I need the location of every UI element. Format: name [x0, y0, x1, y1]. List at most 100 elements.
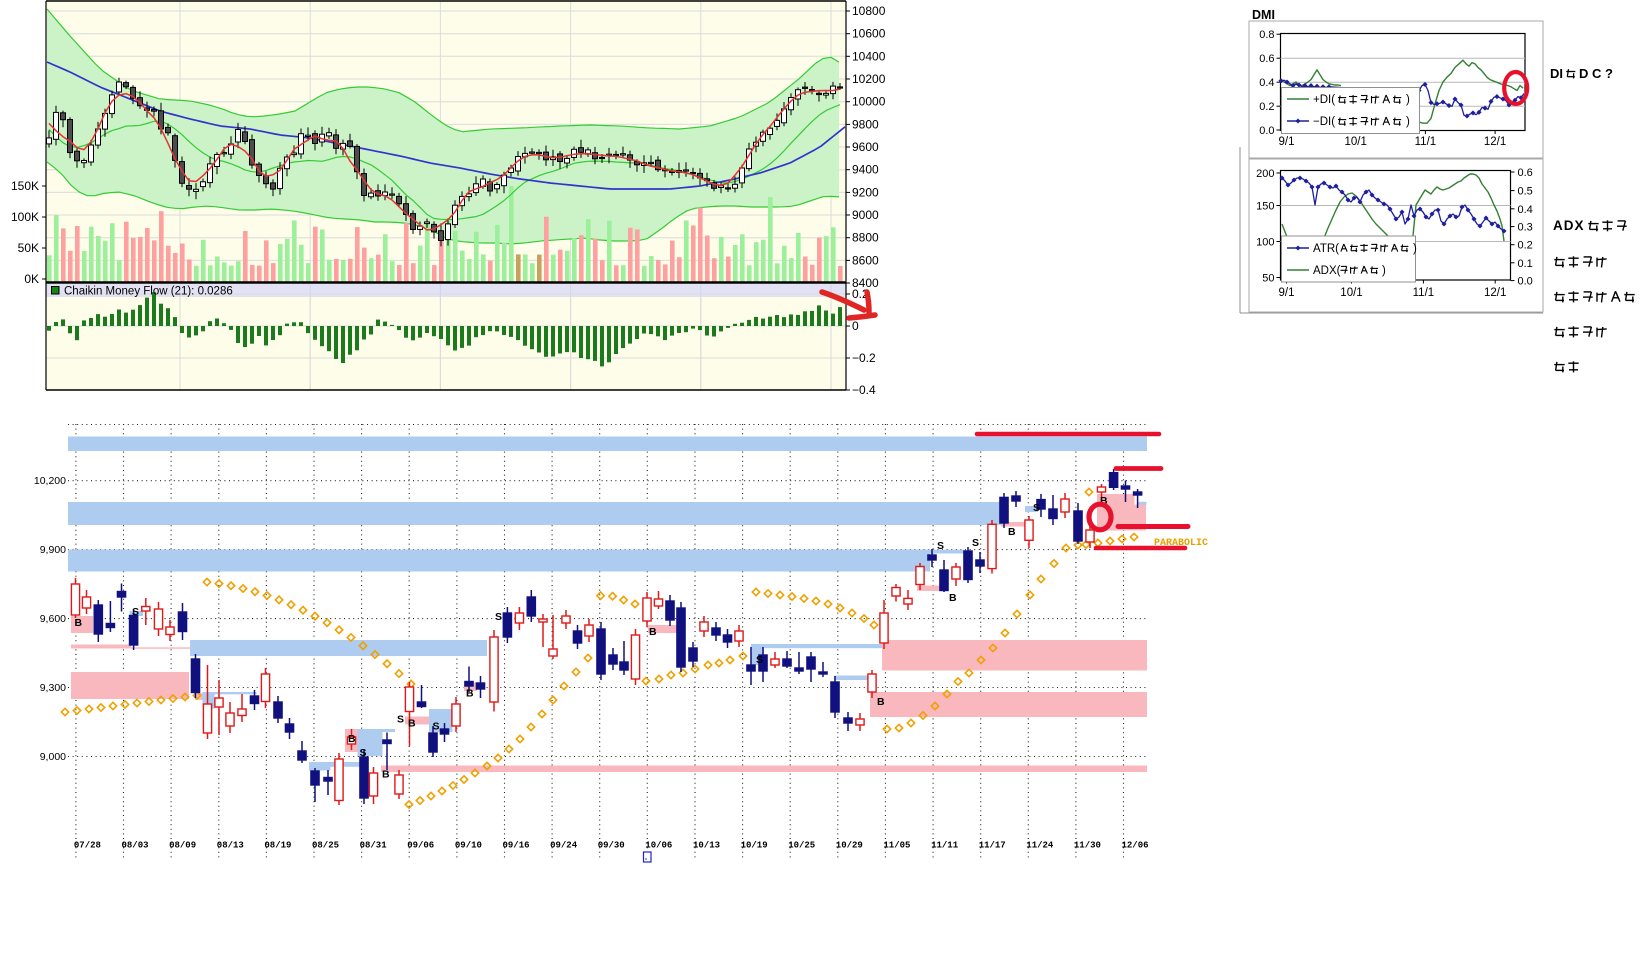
svg-text:200: 200	[1256, 168, 1274, 180]
svg-text:9/1: 9/1	[1279, 287, 1295, 299]
svg-text:9800: 9800	[852, 117, 879, 131]
svg-text:10/06: 10/06	[645, 841, 672, 851]
svg-text:50: 50	[1262, 273, 1274, 285]
svg-text:8800: 8800	[852, 231, 879, 245]
svg-text:0K: 0K	[24, 272, 39, 286]
svg-text:0.2: 0.2	[1259, 101, 1274, 113]
svg-text:B: B	[949, 592, 957, 604]
svg-text:B: B	[1100, 495, 1108, 507]
svg-text:07/28: 07/28	[74, 841, 101, 851]
svg-text:10/19: 10/19	[741, 841, 768, 851]
svg-text:B: B	[348, 733, 356, 745]
svg-text:S: S	[132, 606, 139, 618]
svg-text:11/17: 11/17	[979, 841, 1006, 851]
svg-text:08/09: 08/09	[169, 841, 196, 851]
svg-text:09/30: 09/30	[598, 841, 625, 851]
svg-text:0.4: 0.4	[1518, 204, 1533, 216]
svg-text:B: B	[877, 696, 885, 708]
svg-text:−0.2: −0.2	[852, 351, 876, 365]
svg-text:S: S	[397, 714, 404, 726]
svg-text:S: S	[495, 611, 502, 623]
svg-text:10/25: 10/25	[788, 841, 815, 851]
svg-text:S: S	[1033, 502, 1040, 514]
svg-text:12/1: 12/1	[1484, 136, 1506, 148]
svg-text:150: 150	[1256, 201, 1274, 213]
svg-text:10/1: 10/1	[1345, 136, 1367, 148]
svg-text:S: S	[756, 654, 763, 666]
svg-text:11/30: 11/30	[1074, 841, 1101, 851]
svg-text:−0.4: −0.4	[852, 383, 876, 397]
svg-text:+DI(: +DI(	[1313, 94, 1335, 106]
svg-text:08/13: 08/13	[217, 841, 244, 851]
svg-text:B: B	[408, 718, 416, 730]
svg-text:09/16: 09/16	[503, 841, 530, 851]
svg-text:0.3: 0.3	[1518, 222, 1533, 234]
svg-text:0.6: 0.6	[1259, 53, 1274, 65]
svg-text:DMI: DMI	[1252, 8, 1275, 22]
svg-text:08/25: 08/25	[312, 841, 339, 851]
svg-text:DI: DI	[1550, 66, 1563, 81]
svg-text:9,300: 9,300	[40, 682, 66, 694]
svg-text:B: B	[1008, 526, 1016, 538]
svg-text:12/1: 12/1	[1484, 287, 1506, 299]
svg-text:S: S	[972, 537, 979, 549]
svg-text:11/1: 11/1	[1415, 136, 1437, 148]
svg-text:11/11: 11/11	[931, 841, 959, 851]
svg-text:100: 100	[1256, 237, 1274, 249]
svg-text:): )	[1406, 116, 1410, 128]
svg-text:08/31: 08/31	[360, 841, 388, 851]
svg-text:11/1: 11/1	[1413, 287, 1435, 299]
svg-text:B: B	[649, 626, 657, 638]
svg-text:11/24: 11/24	[1026, 841, 1054, 851]
svg-text:8600: 8600	[852, 253, 879, 267]
svg-text:0: 0	[852, 319, 859, 333]
svg-text:9600: 9600	[852, 140, 879, 154]
svg-text:0.0: 0.0	[1518, 276, 1533, 288]
svg-text:08/03: 08/03	[122, 841, 149, 851]
svg-text:10200: 10200	[852, 72, 886, 86]
svg-text:10400: 10400	[852, 49, 886, 63]
svg-text:0.6: 0.6	[1518, 167, 1533, 179]
svg-text:150K: 150K	[11, 179, 39, 193]
svg-text:Chaikin Money Flow (21): 0.028: Chaikin Money Flow (21): 0.0286	[64, 286, 233, 298]
svg-text:12/06: 12/06	[1122, 841, 1149, 851]
svg-text:ADX: ADX	[1553, 218, 1585, 233]
svg-text:0.8: 0.8	[1259, 29, 1274, 41]
svg-text:9,600: 9,600	[40, 613, 66, 625]
svg-text:S: S	[937, 540, 944, 552]
svg-text:): )	[1413, 243, 1417, 255]
svg-text:11/05: 11/05	[883, 841, 910, 851]
svg-text:B: B	[466, 688, 474, 700]
svg-text:): )	[1406, 94, 1410, 106]
svg-text:D C ?: D C ?	[1579, 66, 1613, 81]
svg-text:9,900: 9,900	[40, 544, 66, 556]
svg-text:0.4: 0.4	[1259, 77, 1274, 89]
svg-text:10600: 10600	[852, 27, 886, 41]
svg-text:0.2: 0.2	[1518, 240, 1533, 252]
svg-text:0.0: 0.0	[1259, 125, 1274, 137]
svg-text:09/06: 09/06	[407, 841, 434, 851]
svg-text:0.1: 0.1	[1518, 258, 1533, 270]
svg-text:−DI(: −DI(	[1313, 116, 1335, 128]
svg-text:10/1: 10/1	[1340, 287, 1362, 299]
svg-text:9,000: 9,000	[40, 751, 66, 763]
svg-text:10000: 10000	[852, 95, 886, 109]
svg-text:S: S	[433, 721, 440, 733]
svg-text:10800: 10800	[852, 4, 886, 18]
svg-text:8400: 8400	[852, 276, 879, 290]
svg-text:10/29: 10/29	[836, 841, 863, 851]
svg-text:ATR(: ATR(	[1313, 243, 1339, 255]
svg-text:PARABOLIC: PARABOLIC	[1154, 538, 1208, 549]
svg-text:50K: 50K	[18, 241, 39, 255]
svg-text:09/24: 09/24	[550, 841, 578, 851]
svg-text:10/13: 10/13	[693, 841, 720, 851]
svg-text:B: B	[382, 769, 390, 781]
svg-text:): )	[1382, 265, 1386, 277]
svg-text:9200: 9200	[852, 185, 879, 199]
svg-text:9/1: 9/1	[1279, 136, 1295, 148]
svg-text:09/10: 09/10	[455, 841, 482, 851]
svg-text:0.5: 0.5	[1518, 186, 1533, 198]
svg-text:S: S	[360, 747, 367, 759]
svg-text:B: B	[75, 617, 83, 629]
svg-text:08/19: 08/19	[264, 841, 291, 851]
